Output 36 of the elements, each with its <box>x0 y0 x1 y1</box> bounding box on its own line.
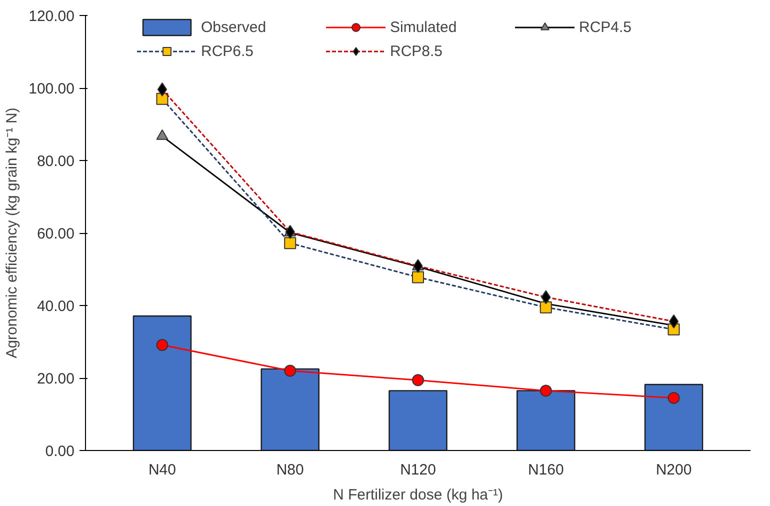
point <box>540 301 552 314</box>
point <box>156 339 168 351</box>
bar <box>388 390 448 450</box>
point <box>540 384 552 397</box>
point <box>412 271 424 284</box>
y-tick-label: 60.00 <box>36 226 75 242</box>
legend-label: RCP8.5 <box>390 42 444 60</box>
point <box>284 364 296 377</box>
point <box>284 237 296 250</box>
bar <box>260 368 320 450</box>
legend-label: RCP4.5 <box>579 18 633 36</box>
x-tick-label: N160 <box>528 462 564 478</box>
point <box>668 392 680 404</box>
y-tick-label: 20.00 <box>36 370 75 388</box>
point <box>157 82 168 96</box>
bar <box>516 390 576 450</box>
bar <box>132 315 192 450</box>
y-tick-label: 40.00 <box>36 298 75 315</box>
legend-label: RCP6.5 <box>201 42 255 60</box>
legend-label: Simulated <box>390 18 458 36</box>
x-tick-label: N80 <box>276 462 304 478</box>
y-tick-label: 100.00 <box>28 80 75 98</box>
point <box>668 314 679 328</box>
point <box>156 129 168 140</box>
legend-label: Observed <box>201 18 268 36</box>
y-tick-label: 120.00 <box>28 8 75 25</box>
point <box>412 374 424 386</box>
x-axis-title: N Fertilizer dose (kg ha⁻¹) <box>332 486 504 504</box>
point <box>156 92 168 105</box>
x-tick-label: N120 <box>400 462 436 478</box>
bar <box>644 384 704 450</box>
y-tick-label: 0.00 <box>45 443 75 460</box>
y-tick-label: 80.00 <box>36 153 75 170</box>
x-tick-label: N40 <box>148 462 176 478</box>
x-tick-label: N200 <box>656 462 692 478</box>
y-axis-title: Agronomic efficiency (kg grain kg⁻¹ N) <box>4 108 21 358</box>
